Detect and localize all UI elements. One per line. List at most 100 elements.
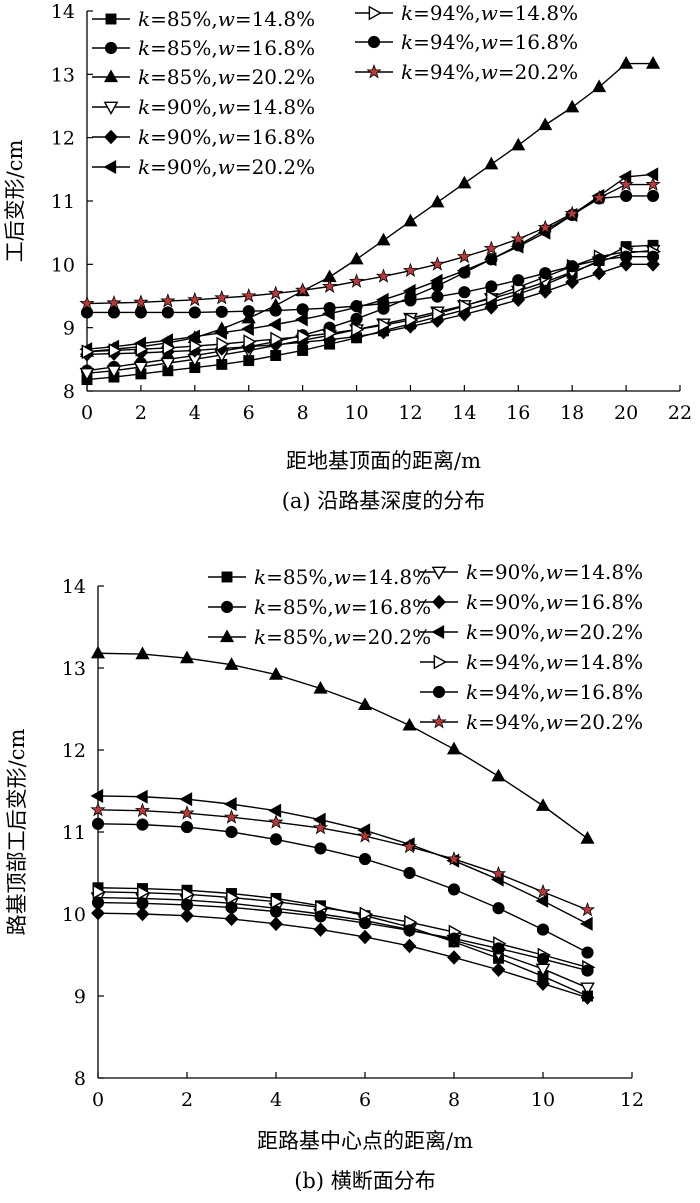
legend-marker: [432, 685, 446, 699]
y-tick-label: 11: [51, 191, 75, 213]
data-point: [377, 297, 390, 310]
data-point: [270, 894, 284, 910]
legend-marker: [366, 63, 382, 79]
data-point: [457, 175, 472, 189]
data-point: [535, 883, 551, 899]
legend-marker: [431, 713, 447, 729]
data-point: [580, 982, 595, 996]
data-point: [92, 884, 106, 900]
series-line: [97, 912, 588, 999]
data-point: [429, 273, 443, 288]
data-point: [593, 253, 606, 266]
data-point: [490, 865, 507, 881]
legend-label: k=85%,w=16.8%: [138, 36, 315, 60]
legend-entry: k=90%,w=20.2%: [420, 620, 643, 644]
data-point: [90, 801, 106, 817]
data-point: [378, 317, 392, 333]
data-point: [646, 250, 660, 263]
data-point: [179, 805, 195, 820]
legend-label: k=94%,w=20.2%: [401, 60, 578, 84]
y-tick-label: 9: [63, 318, 75, 340]
data-point: [269, 916, 283, 932]
data-point: [135, 906, 150, 922]
data-point: [162, 340, 176, 356]
series-line: [86, 173, 654, 350]
data-point: [297, 329, 311, 344]
y-tick-label: 13: [62, 658, 86, 680]
data-point: [224, 911, 239, 927]
data-point: [536, 923, 550, 936]
data-point: [405, 312, 419, 328]
data-point: [512, 274, 525, 287]
legend-label: k=90%,w=20.2%: [466, 620, 643, 644]
data-point: [324, 325, 338, 341]
legend-marker: [105, 13, 117, 25]
x-tick-label: 20: [614, 402, 638, 424]
data-point: [295, 282, 311, 297]
legend-marker: [103, 159, 117, 175]
data-point: [91, 905, 105, 921]
legend-label: k=90%,w=20.2%: [138, 155, 315, 179]
data-point: [459, 298, 473, 314]
data-point: [484, 300, 499, 315]
data-point: [134, 789, 148, 804]
legend-label: k=90%,w=14.8%: [138, 95, 315, 119]
data-point: [401, 838, 418, 854]
data-point: [646, 257, 660, 272]
data-point: [268, 667, 284, 680]
legend-entry: k=90%,w=16.8%: [92, 125, 315, 149]
data-point: [485, 280, 498, 293]
data-point: [225, 825, 238, 839]
x-tick-label: 2: [135, 402, 147, 424]
data-point: [403, 213, 418, 227]
data-point: [402, 283, 416, 298]
data-point: [242, 305, 255, 318]
y-tick-label: 8: [63, 381, 75, 403]
series-line: [97, 809, 588, 911]
legend-entry: k=94%,w=16.8%: [355, 30, 578, 54]
data-point: [137, 885, 151, 901]
legend-marker: [431, 624, 445, 640]
data-point: [179, 650, 195, 664]
data-point: [243, 334, 257, 349]
chart-caption: (a) 沿路基深度的分布: [282, 489, 486, 513]
x-tick-label: 6: [243, 402, 255, 424]
legend-entry: k=85%,w=16.8%: [92, 36, 315, 60]
chart-a: 8 9 10 11 12 13 14 0 2 4 6 8 10 12 14 16 18 20 22 距地基顶面的距离/…: [3, 1, 692, 513]
legend-label: k=94%,w=16.8%: [466, 680, 643, 704]
data-point: [268, 285, 284, 300]
data-point: [133, 294, 149, 309]
data-point: [447, 883, 461, 896]
data-point: [80, 306, 94, 319]
data-point: [91, 817, 105, 830]
x-tick-label: 22: [668, 402, 692, 424]
legend-entry: k=94%,w=16.8%: [420, 680, 643, 704]
data-point: [136, 818, 149, 831]
legend-label: k=94%,w=14.8%: [466, 650, 643, 674]
data-point: [323, 301, 336, 315]
data-point: [403, 866, 416, 880]
data-point: [485, 289, 500, 305]
data-point: [404, 294, 417, 307]
data-point: [446, 741, 462, 755]
series-k90-w14.8: [90, 892, 595, 996]
data-point: [432, 306, 446, 322]
legend-label: k=94%,w=16.8%: [401, 30, 578, 54]
data-point: [91, 896, 105, 909]
data-point: [579, 901, 596, 917]
data-point: [90, 788, 104, 803]
data-point: [492, 942, 505, 955]
data-point: [108, 343, 122, 358]
data-point: [645, 176, 661, 192]
x-tick-label: 18: [560, 402, 584, 424]
data-point: [268, 317, 281, 332]
data-point: [429, 256, 446, 271]
x-axis-title: 距路基中心点的距离/m: [257, 1129, 473, 1153]
series-line: [86, 263, 654, 355]
data-point: [312, 819, 329, 835]
data-point: [241, 287, 257, 303]
data-point: [645, 56, 661, 69]
legend-entry: k=85%,w=20.2%: [92, 65, 315, 89]
data-point: [321, 278, 338, 293]
data-point: [456, 248, 472, 264]
